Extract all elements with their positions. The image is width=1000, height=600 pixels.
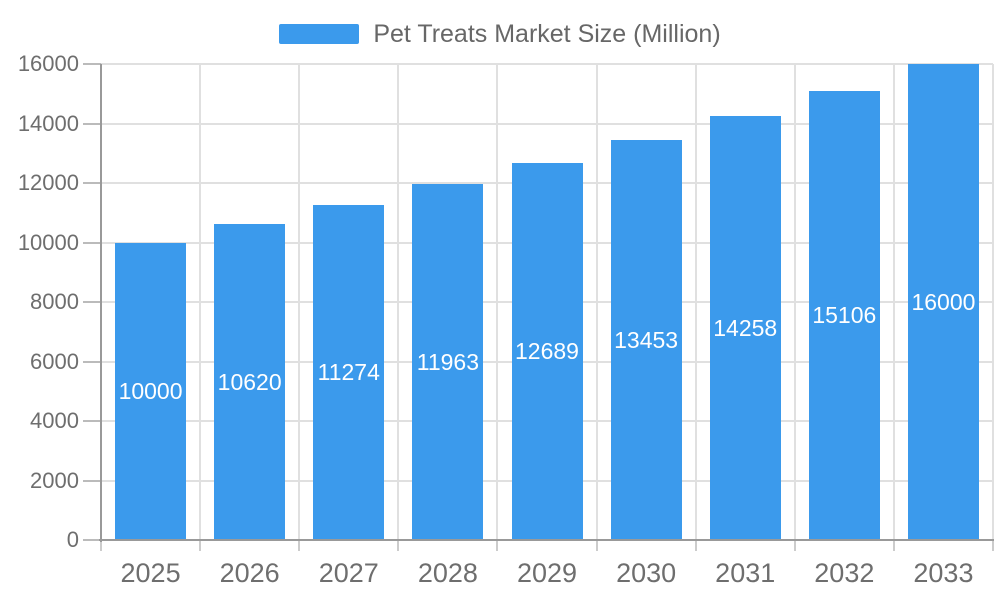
y-axis-label: 0 — [66, 527, 79, 552]
y-axis-label: 12000 — [17, 170, 79, 195]
horizontal-gridline — [101, 63, 993, 65]
x-axis-label: 2028 — [417, 558, 478, 588]
y-axis-label: 14000 — [17, 110, 79, 136]
vertical-gridline — [694, 64, 697, 540]
bar-2029[interactable] — [511, 162, 583, 540]
horizontal-gridline — [101, 122, 993, 125]
y-axis-tick — [83, 122, 101, 125]
legend-label: Pet Treats Market Size (Million) — [373, 19, 721, 48]
y-axis-tick — [83, 360, 101, 363]
y-axis-label: 16000 — [17, 51, 79, 76]
x-axis-tick — [992, 540, 994, 551]
vertical-gridline — [397, 64, 400, 540]
legend-swatch — [279, 24, 360, 44]
bar-2027[interactable] — [313, 204, 385, 540]
x-axis-tick — [694, 540, 697, 551]
vertical-gridline — [892, 64, 895, 540]
vertical-gridline — [496, 64, 499, 540]
vertical-gridline — [298, 64, 301, 540]
x-axis-tick — [892, 540, 895, 551]
x-axis-label: 2026 — [219, 558, 280, 588]
vertical-gridline — [595, 64, 598, 540]
bar-2028[interactable] — [412, 184, 484, 540]
x-axis-tick — [793, 540, 796, 551]
x-axis-label: 2025 — [120, 558, 181, 588]
y-axis-label: 8000 — [30, 289, 79, 314]
bar-2033[interactable] — [907, 64, 979, 540]
y-axis-label: 10000 — [17, 229, 79, 255]
x-axis-label: 2033 — [913, 558, 974, 588]
y-axis-tick — [83, 63, 101, 65]
vertical-gridline — [992, 64, 994, 540]
x-axis-tick — [100, 540, 102, 551]
y-axis-tick — [83, 539, 101, 541]
y-axis-tick — [83, 479, 101, 482]
y-axis-line — [100, 64, 102, 542]
x-axis-line — [99, 539, 994, 541]
legend[interactable]: Pet Treats Market Size (Million) — [0, 19, 1000, 49]
y-axis-tick — [83, 301, 101, 303]
x-axis-label: 2031 — [715, 558, 776, 588]
y-axis-tick — [83, 182, 101, 184]
x-axis-label: 2032 — [814, 558, 875, 588]
bar-2026[interactable] — [214, 224, 286, 540]
x-axis-tick — [298, 540, 301, 551]
y-axis-tick — [83, 420, 101, 422]
bar-2032[interactable] — [808, 90, 880, 540]
bar-2031[interactable] — [709, 115, 781, 540]
vertical-gridline — [793, 64, 796, 540]
y-axis-tick — [83, 241, 101, 244]
x-axis-label: 2029 — [516, 558, 578, 588]
x-axis-tick — [199, 540, 202, 551]
y-axis-label: 4000 — [30, 408, 79, 433]
x-axis-label: 2030 — [616, 558, 677, 588]
bar-2030[interactable] — [610, 139, 682, 540]
x-axis-tick — [496, 540, 499, 551]
x-axis-label: 2027 — [318, 558, 379, 588]
x-axis-tick — [397, 540, 400, 551]
bar-2025[interactable] — [115, 242, 187, 540]
y-axis-label: 2000 — [30, 467, 79, 493]
x-axis-tick — [595, 540, 598, 551]
vertical-gridline — [199, 64, 202, 540]
y-axis-label: 6000 — [30, 348, 79, 374]
